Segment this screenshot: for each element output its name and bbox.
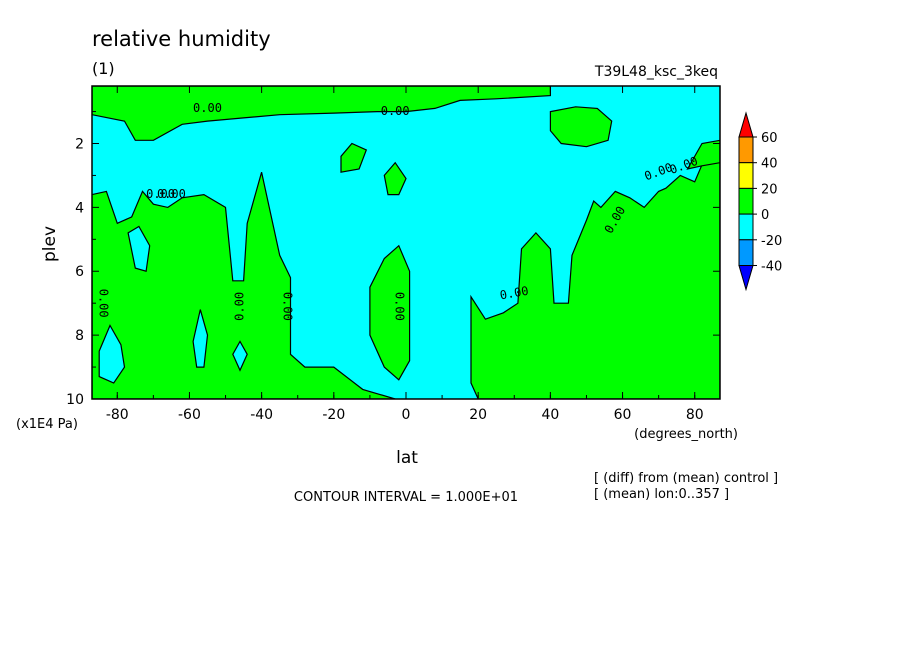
colorbar-swatch — [738, 136, 754, 164]
note-mean: [ (mean) lon:0..357 ] — [594, 487, 729, 502]
contour-label: 0.00 — [96, 289, 110, 318]
colorbar-label: -20 — [761, 234, 782, 249]
colorbar-bottom-arrow — [738, 265, 754, 292]
x-tick-label: 20 — [469, 407, 487, 423]
contour-label: 0.00 — [157, 187, 186, 201]
x-tick-label: 40 — [541, 407, 559, 423]
region-hole-a — [98, 324, 126, 384]
y-tick-label: 4 — [75, 200, 84, 216]
contour-label: 0.00 — [280, 292, 294, 321]
y-axis-label: plev — [40, 226, 60, 262]
region-upper-band — [92, 86, 552, 141]
y-axis-units: (x1E4 Pa) — [16, 417, 78, 432]
x-axis-label: lat — [396, 448, 418, 468]
chart-subtitle: (1) — [92, 59, 115, 78]
y-tick-label: 10 — [66, 392, 84, 408]
y-tick-label: 8 — [75, 328, 84, 344]
x-tick-label: -20 — [322, 407, 345, 423]
x-tick-label: 0 — [402, 407, 411, 423]
y-tick-label: 2 — [75, 136, 84, 152]
x-tick-label: 80 — [686, 407, 704, 423]
contour-interval: CONTOUR INTERVAL = 1.000E+01 — [294, 490, 518, 505]
region-small-cell-b — [383, 161, 407, 196]
region-upper-north-cell — [549, 106, 613, 148]
region-north-upper-rim — [686, 139, 720, 170]
colorbar-label: 60 — [761, 131, 778, 146]
x-tick-label: 60 — [614, 407, 632, 423]
y-axis: 2 4 6 8 10 — [66, 111, 720, 408]
run-label: T39L48_ksc_3keq — [594, 64, 718, 80]
colorbar-swatch — [738, 213, 754, 241]
y-tick-label: 6 — [75, 264, 84, 280]
plot-field: 0.00 0.000.000.00 0.000.00 0.00 0.000.000.00… — [92, 86, 720, 399]
colorbar-label: 20 — [761, 182, 778, 197]
colorbar: 60 40 20 0 -20 -40 — [738, 111, 782, 292]
x-axis: -80 -60 -40 -20 0 20 40 60 80 — [106, 86, 704, 423]
contour-label: 0.00 — [232, 292, 246, 321]
note-diff: [ (diff) from (mean) control ] — [594, 471, 778, 486]
region-hole-c — [192, 309, 209, 368]
contour-label: 0.00 — [392, 292, 406, 321]
positive-regions — [92, 86, 720, 399]
contour-label: 0.00 — [499, 284, 530, 303]
region-northern-region — [470, 152, 720, 399]
chart-title: relative humidity — [92, 27, 271, 51]
colorbar-swatch — [738, 187, 754, 215]
x-tick-label: -80 — [106, 407, 129, 423]
contour-label: 0.00 — [193, 101, 222, 115]
region-hole-b — [127, 225, 151, 272]
colorbar-top-arrow — [738, 111, 754, 138]
region-southern-flank — [92, 172, 396, 399]
contour-label: 0.00 — [381, 104, 410, 118]
colorbar-swatch — [738, 162, 754, 189]
colorbar-label: -40 — [761, 260, 782, 275]
region-hole-d — [232, 340, 248, 372]
x-tick-label: -60 — [178, 407, 201, 423]
x-axis-units: (degrees_north) — [634, 427, 738, 442]
colorbar-label: 40 — [761, 157, 778, 172]
x-tick-label: -40 — [250, 407, 273, 423]
colorbar-swatch — [738, 239, 754, 267]
colorbar-label: 0 — [761, 208, 769, 223]
contour-label: 0.00 — [146, 187, 175, 201]
region-equatorial-tongue — [369, 244, 411, 381]
region-small-cell-a — [340, 142, 368, 173]
